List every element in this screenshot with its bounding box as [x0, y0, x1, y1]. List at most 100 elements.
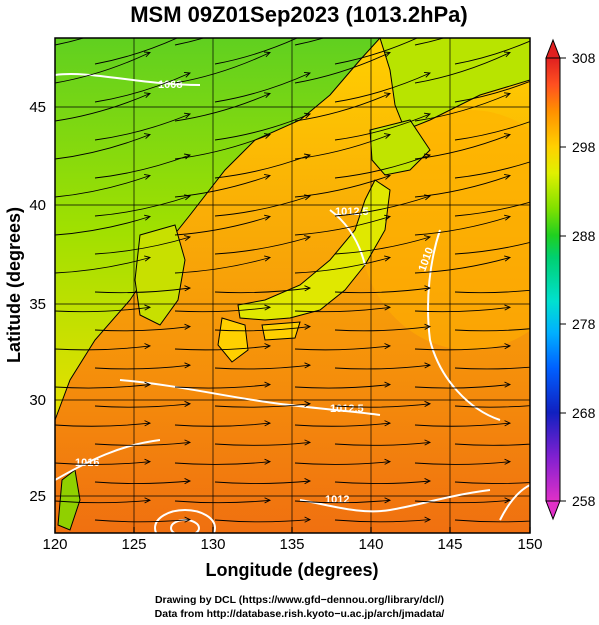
streamline-arrowhead	[423, 112, 431, 119]
streamline-arrowhead	[424, 362, 432, 369]
streamline	[214, 38, 299, 65]
streamline-arrowhead	[263, 133, 271, 139]
streamline	[454, 121, 530, 141]
streamline-arrowhead	[144, 214, 152, 221]
streamline	[414, 175, 511, 198]
isobar-label: 1012	[325, 494, 349, 506]
streamline-arrowhead	[144, 458, 152, 465]
streamline-arrowhead	[424, 478, 432, 485]
y-tick-label: 30	[29, 392, 46, 409]
streamline-arrowhead	[424, 323, 432, 330]
streamline	[214, 72, 311, 103]
streamline-arrowhead	[183, 71, 191, 78]
streamline-arrowhead	[184, 153, 191, 160]
streamline-arrowhead	[264, 214, 272, 221]
x-tick-label: 125	[121, 536, 146, 553]
streamline	[454, 80, 530, 103]
streamline-arrowhead	[184, 478, 192, 485]
streamline	[174, 175, 271, 198]
streamline-arrowhead	[143, 51, 151, 58]
streamline	[174, 52, 271, 84]
colorbar-tick-label: 288	[572, 228, 596, 244]
streamline	[94, 480, 191, 485]
streamline-arrowhead	[184, 194, 192, 201]
streamline-arrowhead	[144, 255, 152, 262]
streamline-arrowhead	[264, 343, 272, 350]
streamline-arrowhead	[184, 323, 192, 330]
streamline-arrowhead	[384, 458, 392, 465]
shikoku-island	[261, 321, 301, 341]
streamline-arrowhead	[384, 173, 391, 180]
streamline	[334, 154, 431, 179]
streamline-arrowhead	[263, 92, 271, 99]
streamline	[334, 403, 431, 408]
streamline-arrowhead	[143, 92, 151, 99]
streamline-arrowhead	[424, 32, 430, 37]
streamline	[294, 384, 391, 389]
streamline-arrowhead	[304, 516, 312, 523]
streamline	[55, 384, 151, 389]
streamline	[174, 345, 271, 351]
colorbar: 308 298 288 278 268 258	[545, 38, 596, 521]
streamline	[174, 93, 271, 122]
y-tick-label: 40	[29, 197, 46, 214]
streamline-arrowhead	[184, 32, 190, 37]
streamline-arrowhead	[144, 304, 152, 311]
streamline	[55, 216, 151, 236]
streamline-arrowhead	[143, 133, 151, 139]
streamline	[414, 257, 511, 274]
streamline	[94, 236, 191, 255]
streamline	[334, 441, 431, 446]
streamline-arrowhead	[144, 343, 152, 350]
streamline	[414, 422, 511, 427]
streamline-arrowhead	[424, 516, 432, 523]
streamline	[55, 38, 86, 46]
streamline	[94, 441, 191, 446]
x-tick-label: 135	[279, 536, 304, 553]
streamline	[334, 480, 431, 485]
streamline	[174, 38, 206, 46]
streamline-arrowhead	[144, 420, 152, 427]
streamline	[55, 306, 151, 313]
streamline-arrowhead	[504, 381, 512, 388]
streamline-arrowhead	[423, 71, 431, 78]
streamline	[454, 519, 530, 523]
streamline-arrowhead	[264, 255, 272, 262]
x-tick-label: 130	[200, 536, 225, 553]
streamline	[454, 366, 530, 370]
streamline	[294, 461, 391, 465]
streamline-arrowhead	[503, 133, 511, 139]
streamline	[414, 345, 511, 351]
streamline	[94, 195, 191, 217]
wind-streamlines	[55, 11, 530, 523]
streamline	[334, 38, 419, 65]
streamline-arrowhead	[183, 112, 191, 119]
streamline	[294, 306, 391, 313]
streamline	[294, 175, 391, 198]
colorbar-tick-label: 308	[572, 50, 596, 66]
streamline	[94, 326, 191, 332]
streamline	[94, 364, 191, 370]
streamline-arrowhead	[504, 214, 512, 221]
kyushu-island	[217, 317, 249, 363]
streamline	[334, 195, 431, 217]
streamline	[94, 38, 179, 65]
x-tick-label: 140	[358, 536, 383, 553]
colorbar-max-arrow	[545, 38, 561, 59]
y-axis: 25 30 35 40 45 Latitude (degrees)	[4, 99, 46, 505]
streamline	[414, 52, 511, 84]
colorbar-tick-label: 268	[572, 405, 596, 421]
streamline-arrowhead	[304, 32, 310, 37]
streamline-arrowhead	[504, 11, 510, 16]
streamline	[214, 236, 311, 255]
streamline	[94, 72, 191, 103]
streamline	[334, 519, 431, 523]
streamline	[334, 287, 431, 294]
streamline	[214, 364, 311, 370]
x-tick-label: 150	[517, 536, 542, 553]
streamline	[454, 405, 530, 408]
streamline	[454, 201, 530, 217]
streamline-arrowhead	[384, 420, 392, 427]
streamline	[414, 134, 511, 160]
streamline-arrowhead	[424, 285, 432, 292]
